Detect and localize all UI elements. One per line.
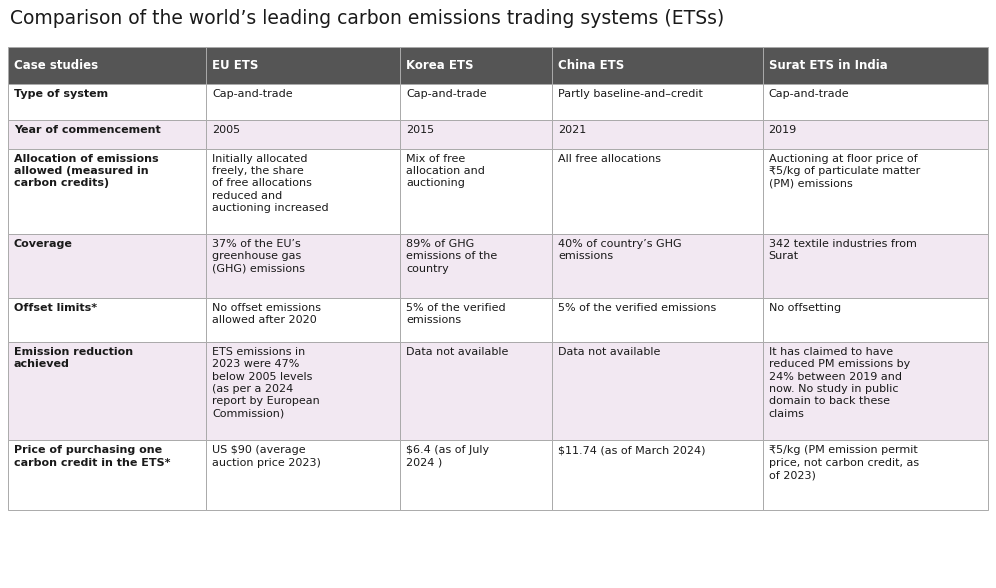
Text: Data not available: Data not available <box>558 347 660 357</box>
Text: Auctioning at floor price of
₹5/kg of particulate matter
(PM) emissions: Auctioning at floor price of ₹5/kg of pa… <box>769 153 920 188</box>
Bar <box>400 440 552 510</box>
Text: Cap-and-trade: Cap-and-trade <box>406 89 487 99</box>
Bar <box>552 233 763 298</box>
Bar <box>206 342 400 440</box>
Text: Type of system: Type of system <box>14 89 109 99</box>
Bar <box>8 298 206 342</box>
Bar <box>206 298 400 342</box>
Bar <box>8 440 206 510</box>
Text: 89% of GHG
emissions of the
country: 89% of GHG emissions of the country <box>406 239 497 273</box>
Bar <box>8 342 206 440</box>
Bar <box>552 342 763 440</box>
Bar <box>552 121 763 149</box>
Text: No offsetting: No offsetting <box>769 303 841 313</box>
Bar <box>206 233 400 298</box>
Bar <box>763 47 988 83</box>
Bar <box>400 233 552 298</box>
Text: Surat ETS in India: Surat ETS in India <box>769 59 887 72</box>
Bar <box>400 47 552 83</box>
Bar <box>763 233 988 298</box>
Text: 2015: 2015 <box>406 125 434 135</box>
Bar <box>552 149 763 233</box>
Bar <box>8 83 206 121</box>
Text: Coverage: Coverage <box>14 239 73 249</box>
Text: No offset emissions
allowed after 2020: No offset emissions allowed after 2020 <box>212 303 321 325</box>
Text: Mix of free
allocation and
auctioning: Mix of free allocation and auctioning <box>406 153 485 188</box>
Text: US $90 (average
auction price 2023): US $90 (average auction price 2023) <box>212 445 321 467</box>
Bar <box>400 121 552 149</box>
Bar <box>400 298 552 342</box>
Bar <box>206 149 400 233</box>
Text: Cap-and-trade: Cap-and-trade <box>212 89 293 99</box>
Text: It has claimed to have
reduced PM emissions by
24% between 2019 and
now. No stud: It has claimed to have reduced PM emissi… <box>769 347 910 419</box>
Text: 5% of the verified
emissions: 5% of the verified emissions <box>406 303 506 325</box>
Text: Case studies: Case studies <box>14 59 99 72</box>
Text: EU ETS: EU ETS <box>212 59 258 72</box>
Text: Partly baseline-and–credit: Partly baseline-and–credit <box>558 89 703 99</box>
Text: Data not available: Data not available <box>406 347 508 357</box>
Text: $6.4 (as of July
2024 ): $6.4 (as of July 2024 ) <box>406 445 489 467</box>
Text: 40% of country’s GHG
emissions: 40% of country’s GHG emissions <box>558 239 681 261</box>
Text: 2021: 2021 <box>558 125 587 135</box>
Text: 2005: 2005 <box>212 125 240 135</box>
Bar <box>763 342 988 440</box>
Text: Comparison of the world’s leading carbon emissions trading systems (ETSs): Comparison of the world’s leading carbon… <box>10 9 724 28</box>
Text: 5% of the verified emissions: 5% of the verified emissions <box>558 303 716 313</box>
Text: Offset limits*: Offset limits* <box>14 303 98 313</box>
Text: All free allocations: All free allocations <box>558 153 661 163</box>
Text: Korea ETS: Korea ETS <box>406 59 473 72</box>
Bar <box>552 83 763 121</box>
Text: $11.74 (as of March 2024): $11.74 (as of March 2024) <box>558 445 705 455</box>
Bar <box>8 149 206 233</box>
Text: ₹5/kg (PM emission permit
price, not carbon credit, as
of 2023): ₹5/kg (PM emission permit price, not car… <box>769 445 918 480</box>
Text: 2019: 2019 <box>769 125 797 135</box>
Text: ETS emissions in
2023 were 47%
below 2005 levels
(as per a 2024
report by Europe: ETS emissions in 2023 were 47% below 200… <box>212 347 320 419</box>
Bar <box>552 298 763 342</box>
Bar <box>552 47 763 83</box>
Bar <box>8 121 206 149</box>
Bar <box>8 47 206 83</box>
Bar <box>400 342 552 440</box>
Text: Initially allocated
freely, the share
of free allocations
reduced and
auctioning: Initially allocated freely, the share of… <box>212 153 329 213</box>
Text: Price of purchasing one
carbon credit in the ETS*: Price of purchasing one carbon credit in… <box>14 445 170 467</box>
Bar <box>552 440 763 510</box>
Text: Emission reduction
achieved: Emission reduction achieved <box>14 347 133 369</box>
Bar <box>206 121 400 149</box>
Bar <box>763 298 988 342</box>
Bar <box>400 149 552 233</box>
Bar <box>763 121 988 149</box>
Text: 37% of the EU’s
greenhouse gas
(GHG) emissions: 37% of the EU’s greenhouse gas (GHG) emi… <box>212 239 305 273</box>
Bar <box>763 149 988 233</box>
Text: Year of commencement: Year of commencement <box>14 125 160 135</box>
Bar <box>8 233 206 298</box>
Text: Cap-and-trade: Cap-and-trade <box>769 89 850 99</box>
Bar <box>206 47 400 83</box>
Text: Allocation of emissions
allowed (measured in
carbon credits): Allocation of emissions allowed (measure… <box>14 153 158 188</box>
Bar <box>206 83 400 121</box>
Bar <box>763 440 988 510</box>
Bar <box>400 83 552 121</box>
Bar <box>206 440 400 510</box>
Text: 342 textile industries from
Surat: 342 textile industries from Surat <box>769 239 916 261</box>
Bar <box>763 83 988 121</box>
Text: China ETS: China ETS <box>558 59 624 72</box>
